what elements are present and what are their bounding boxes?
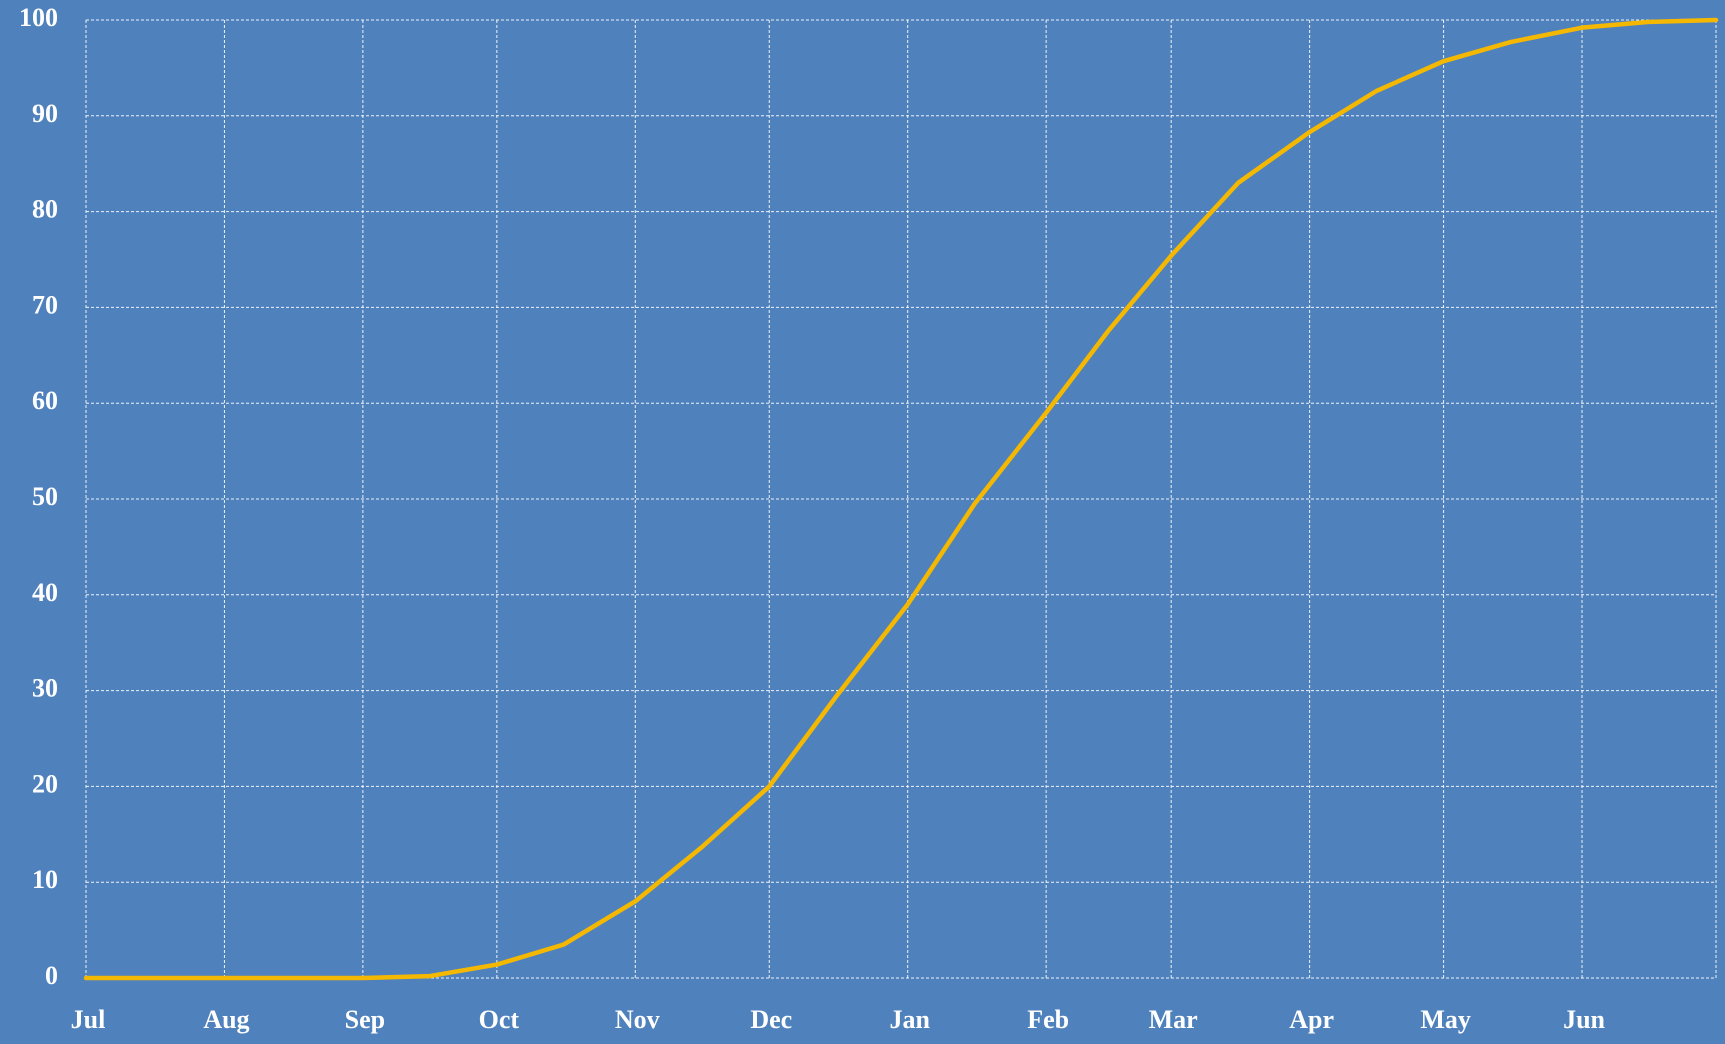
x-tick-label: Jan — [889, 1005, 930, 1034]
y-tick-label: 60 — [32, 386, 58, 415]
y-tick-label: 90 — [32, 99, 58, 128]
x-tick-label: Jun — [1563, 1005, 1605, 1034]
y-tick-label: 80 — [32, 195, 58, 224]
y-tick-label: 100 — [19, 3, 58, 32]
x-tick-label: Jul — [71, 1005, 106, 1034]
y-tick-label: 0 — [45, 961, 58, 990]
y-tick-label: 50 — [32, 482, 58, 511]
y-tick-label: 30 — [32, 674, 58, 703]
x-tick-label: May — [1420, 1005, 1471, 1034]
y-tick-label: 10 — [32, 865, 58, 894]
y-tick-label: 70 — [32, 290, 58, 319]
x-tick-label: Mar — [1149, 1005, 1198, 1034]
y-tick-label: 20 — [32, 769, 58, 798]
x-tick-label: Dec — [750, 1005, 792, 1034]
x-tick-label: Feb — [1027, 1005, 1069, 1034]
x-tick-label: Apr — [1289, 1005, 1334, 1034]
x-tick-label: Oct — [479, 1005, 520, 1034]
x-tick-label: Aug — [203, 1005, 249, 1034]
x-tick-label: Sep — [345, 1005, 385, 1034]
y-tick-label: 40 — [32, 578, 58, 607]
x-tick-label: Nov — [615, 1005, 660, 1034]
line — [83, 17, 1719, 981]
